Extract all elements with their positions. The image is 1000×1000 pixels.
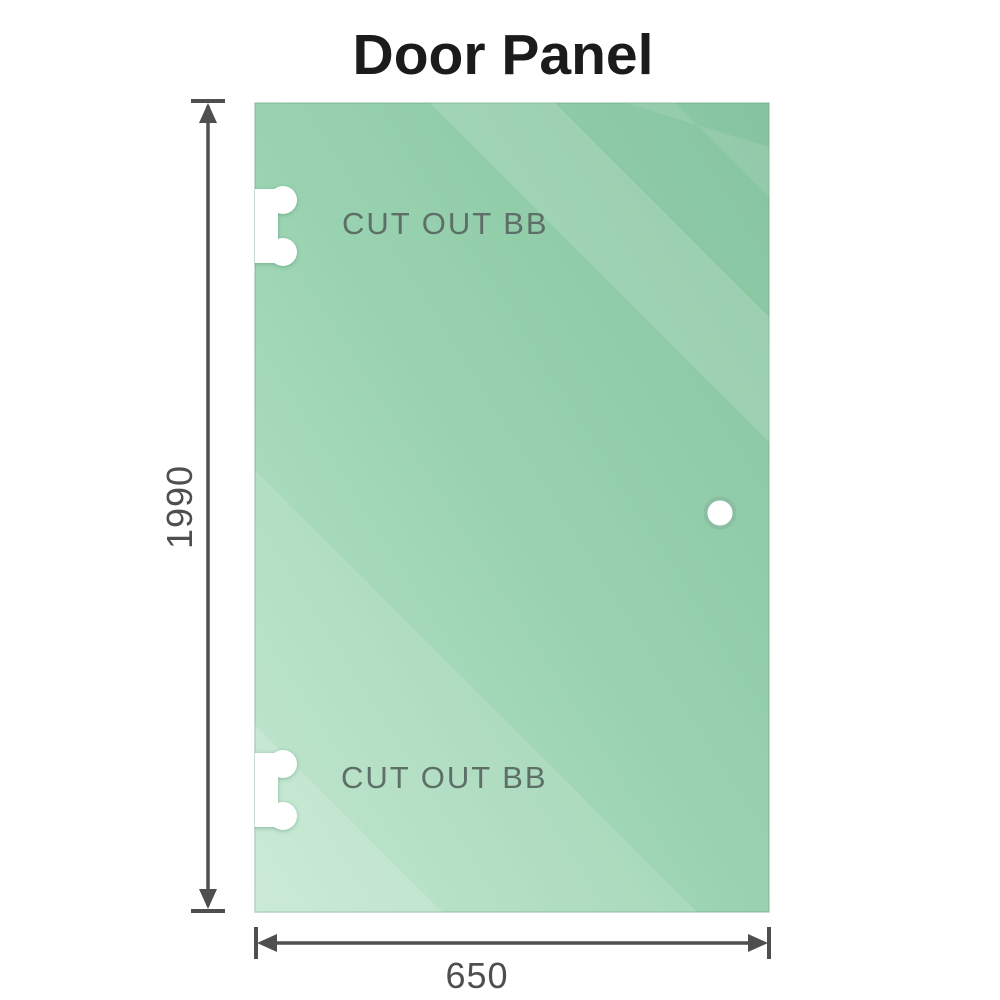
- glass-panel: CUT OUT BB CUT OUT BB: [254, 102, 770, 913]
- width-dimension: 650: [254, 927, 771, 996]
- glass-reflection-band: [430, 103, 769, 442]
- hinge-cutout-top-hole-upper: [269, 186, 297, 214]
- hinge-cutout-top-hole-lower: [269, 238, 297, 266]
- glass-reflection-band: [625, 103, 769, 197]
- glass-reflection-band: [255, 470, 697, 912]
- height-dimension-arrow-up-icon: [199, 103, 217, 123]
- width-dimension-arrow-right-icon: [748, 934, 768, 952]
- height-dimension-arrow-down-icon: [199, 889, 217, 909]
- handle-hole: [703, 496, 737, 530]
- hinge-cutout-bottom: [255, 750, 297, 830]
- height-dimension: 1990: [159, 99, 225, 913]
- page-title: Door Panel: [353, 23, 654, 87]
- hinge-cutout-top: [255, 186, 297, 266]
- height-dimension-label: 1990: [159, 465, 200, 549]
- hinge-cutout-bottom-hole-lower: [269, 802, 297, 830]
- cutout-label-top: CUT OUT BB: [342, 206, 549, 241]
- width-dimension-arrow-left-icon: [257, 934, 277, 952]
- glass-panel-surface: [254, 102, 770, 913]
- cutout-label-bottom: CUT OUT BB: [341, 760, 548, 795]
- width-dimension-label: 650: [445, 955, 508, 996]
- glass-reflections: [255, 103, 769, 912]
- glass-reflection-band: [255, 725, 442, 912]
- hinge-cutout-bottom-hole-upper: [269, 750, 297, 778]
